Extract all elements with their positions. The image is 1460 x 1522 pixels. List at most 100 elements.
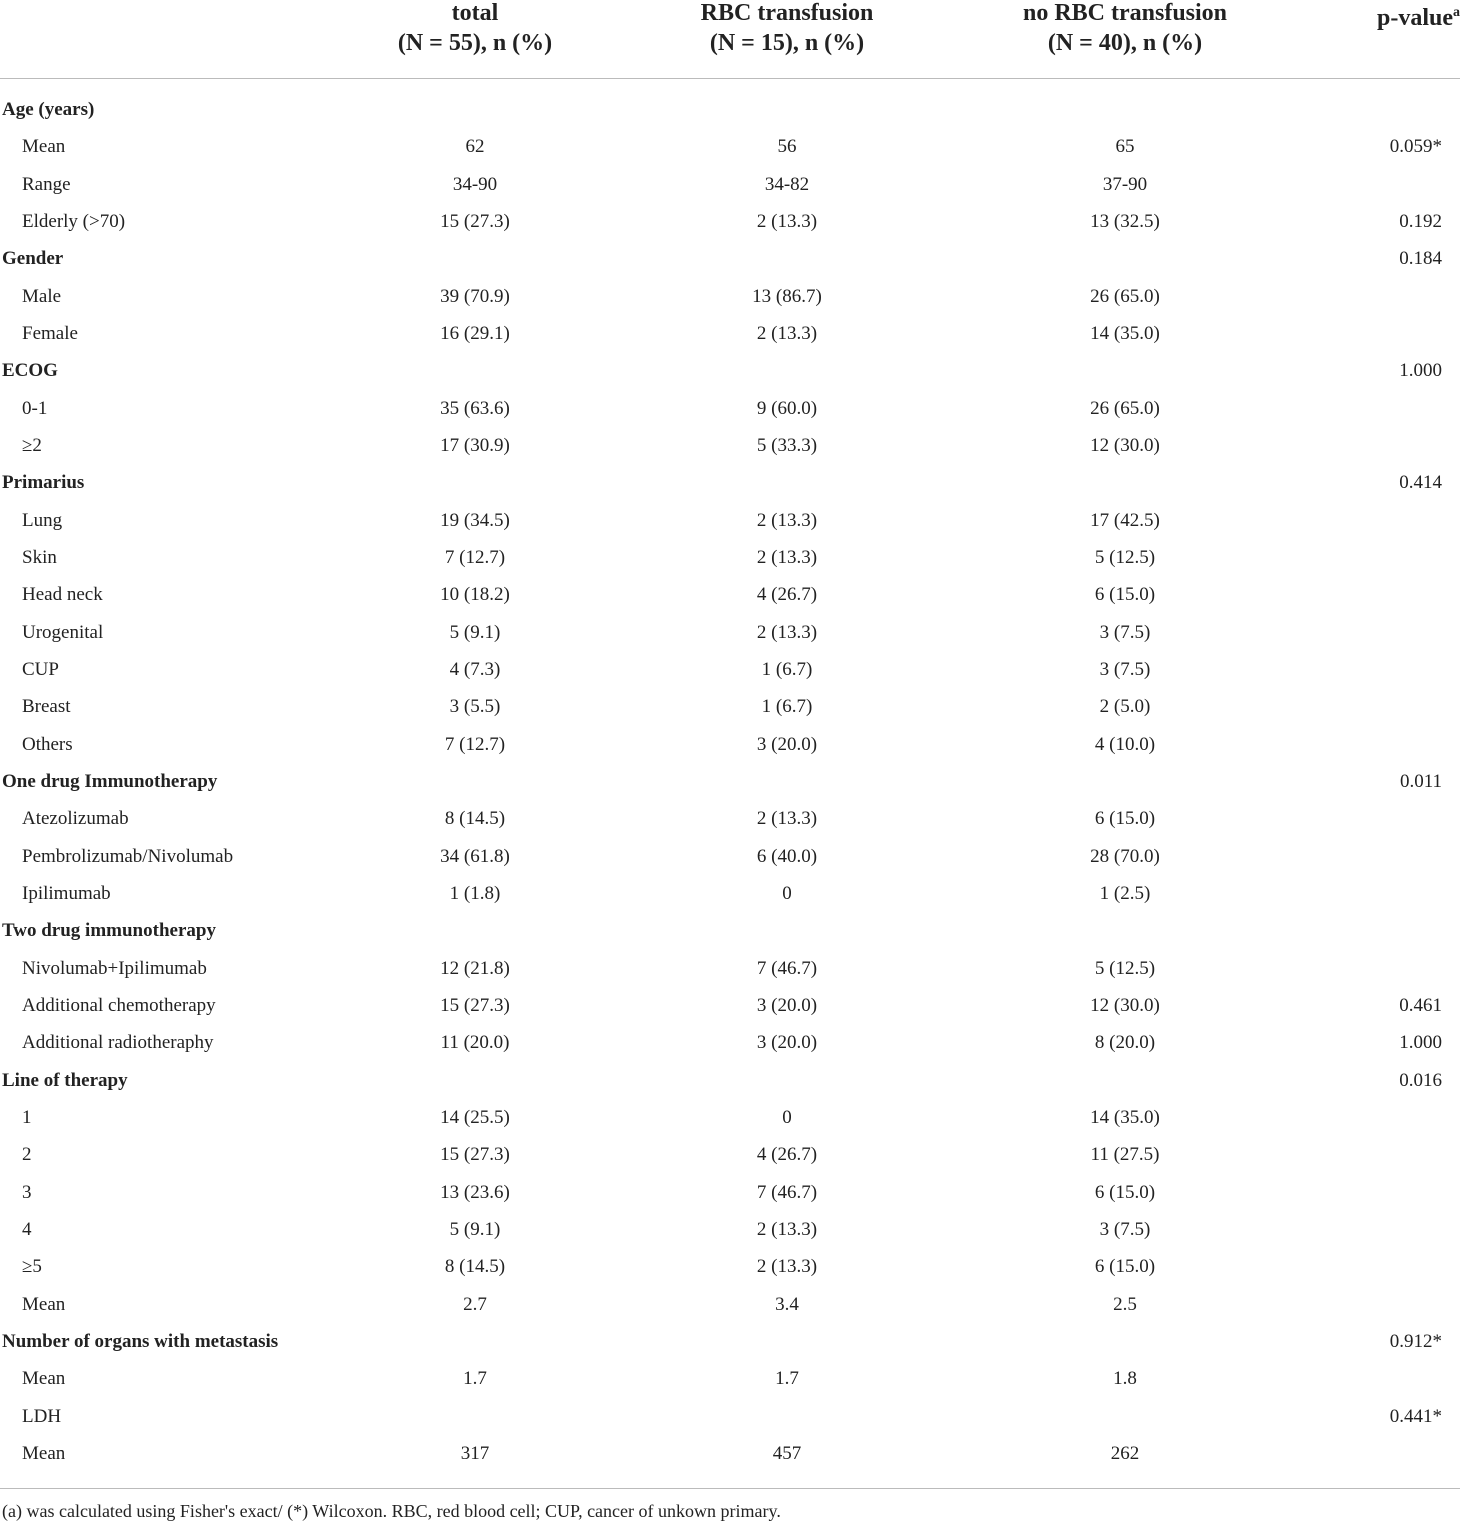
group-title: Primarius (2, 472, 85, 494)
cell-total: 34 (61.8) (440, 845, 510, 867)
cell-no-rbc: 65 (1115, 136, 1135, 158)
group-title: Two drug immunotherapy (2, 920, 216, 942)
cell-rbc: 3.4 (775, 1293, 799, 1315)
row-label: 3 (22, 1181, 32, 1203)
row-label: ≥5 (22, 1256, 42, 1278)
cell-no-rbc: 28 (70.0) (1090, 845, 1160, 867)
cell-total: 39 (70.9) (440, 285, 510, 307)
cell-rbc: 3 (20.0) (756, 994, 818, 1016)
row-label: Male (22, 285, 62, 307)
row-label: Female (22, 322, 78, 344)
header-rule (0, 78, 1460, 79)
cell-rbc: 7 (46.7) (756, 1181, 818, 1203)
p-value: 0.016 (1399, 1069, 1442, 1091)
cell-total: 34-90 (452, 173, 498, 195)
cell-rbc: 3 (20.0) (756, 733, 818, 755)
row-label: Range (22, 173, 71, 195)
cell-no-rbc: 262 (1110, 1442, 1140, 1464)
row-label: LDH (22, 1405, 62, 1427)
row-label: Mean (22, 1368, 66, 1390)
row-label: 2 (22, 1144, 32, 1166)
cell-no-rbc: 8 (20.0) (1094, 1032, 1156, 1054)
cell-total: 19 (34.5) (440, 509, 510, 531)
row-label: Additional radiotheraphy (22, 1032, 214, 1054)
cell-no-rbc: 5 (12.5) (1094, 957, 1156, 979)
cell-rbc: 1 (6.7) (761, 696, 813, 718)
group-title: Gender (2, 248, 64, 270)
p-value: 0.184 (1399, 248, 1442, 270)
column-header-sub: (N = 40), n (%) (1047, 30, 1203, 56)
cell-no-rbc: 14 (35.0) (1090, 322, 1160, 344)
cell-no-rbc: 2 (5.0) (1099, 696, 1151, 718)
cell-no-rbc: 4 (10.0) (1094, 733, 1156, 755)
cell-no-rbc: 6 (15.0) (1094, 1256, 1156, 1278)
cell-rbc: 2 (13.3) (756, 546, 818, 568)
row-label: Elderly (>70) (22, 210, 126, 232)
cell-rbc: 2 (13.3) (756, 210, 818, 232)
row-label: 4 (22, 1218, 32, 1240)
cell-total: 35 (63.6) (440, 397, 510, 419)
row-label: Nivolumab+Ipilimumab (22, 957, 207, 979)
row-label: Others (22, 733, 73, 755)
row-label: Lung (22, 509, 63, 531)
cell-total: 16 (29.1) (440, 322, 510, 344)
p-value: 0.059* (1389, 136, 1442, 158)
cell-rbc: 0 (782, 1106, 792, 1128)
cell-rbc: 0 (782, 882, 792, 904)
cell-total: 8 (14.5) (444, 808, 506, 830)
cell-no-rbc: 13 (32.5) (1090, 210, 1160, 232)
p-value: 0.011 (1399, 770, 1442, 792)
cell-rbc: 4 (26.7) (756, 1144, 818, 1166)
row-label: Head neck (22, 584, 103, 606)
row-label: ≥2 (22, 434, 42, 456)
cell-total: 13 (23.6) (440, 1181, 510, 1203)
cell-rbc: 6 (40.0) (756, 845, 818, 867)
group-title: Number of organs with metastasis (2, 1330, 279, 1352)
p-value-header: p-valuea (1377, 0, 1460, 33)
cell-rbc: 56 (777, 136, 797, 158)
p-value: 1.000 (1399, 360, 1442, 382)
cell-total: 2.7 (463, 1293, 487, 1315)
row-label: Pembrolizumab/Nivolumab (22, 845, 234, 867)
cell-rbc: 457 (772, 1442, 802, 1464)
column-header: total (451, 0, 499, 26)
column-header: RBC transfusion (700, 0, 874, 26)
p-value-text: p-value (1376, 5, 1453, 31)
cell-no-rbc: 5 (12.5) (1094, 546, 1156, 568)
cell-no-rbc: 26 (65.0) (1090, 285, 1160, 307)
row-label: Additional chemotherapy (22, 994, 216, 1016)
row-label: Skin (22, 546, 57, 568)
row-label: Mean (22, 1293, 66, 1315)
cell-no-rbc: 1.8 (1113, 1368, 1137, 1390)
cell-total: 10 (18.2) (440, 584, 510, 606)
p-value-sup: a (1453, 5, 1460, 20)
cell-total: 5 (9.1) (449, 621, 501, 643)
row-label: Ipilimumab (22, 882, 111, 904)
p-value: 0.912* (1389, 1330, 1442, 1352)
column-header: no RBC transfusion (1022, 0, 1228, 26)
p-value: 0.441* (1389, 1405, 1442, 1427)
cell-rbc: 13 (86.7) (752, 285, 822, 307)
cell-rbc: 5 (33.3) (756, 434, 818, 456)
cell-rbc: 2 (13.3) (756, 322, 818, 344)
cell-no-rbc: 17 (42.5) (1090, 509, 1160, 531)
cell-total: 3 (5.5) (449, 696, 501, 718)
column-header-sub: (N = 15), n (%) (709, 30, 865, 56)
group-title: Age (years) (2, 99, 95, 120)
cell-rbc: 9 (60.0) (756, 397, 818, 419)
group-title: ECOG (2, 360, 58, 382)
cell-total: 317 (460, 1442, 490, 1464)
row-label: Urogenital (22, 621, 104, 643)
p-value: 0.461 (1399, 994, 1442, 1016)
cell-total: 5 (9.1) (449, 1218, 501, 1240)
cell-total: 17 (30.9) (440, 434, 510, 456)
cell-no-rbc: 12 (30.0) (1090, 434, 1160, 456)
cell-total: 14 (25.5) (440, 1106, 510, 1128)
p-value: 0.414 (1399, 472, 1442, 494)
cell-total: 4 (7.3) (449, 658, 501, 680)
cell-no-rbc: 12 (30.0) (1090, 994, 1160, 1016)
cell-rbc: 34-82 (764, 173, 810, 195)
cell-no-rbc: 6 (15.0) (1094, 584, 1156, 606)
cell-total: 11 (20.0) (440, 1032, 510, 1054)
cell-total: 1 (1.8) (449, 882, 501, 904)
